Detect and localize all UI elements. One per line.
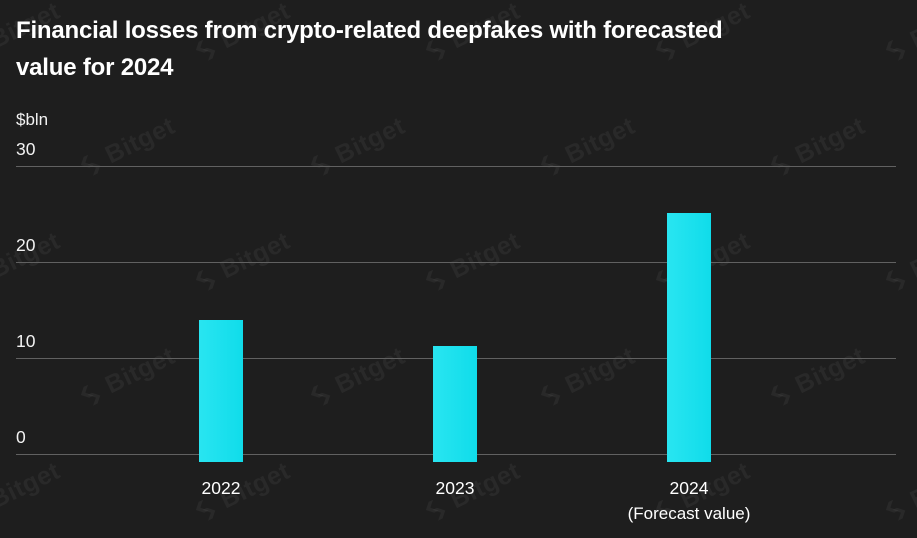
x-tick-year: 2024 [669, 478, 709, 498]
chart-title: Financial losses from crypto-related dee… [16, 17, 723, 81]
bar-2023 [433, 345, 477, 462]
gridline-20 [16, 262, 896, 263]
y-tick-label-10: 10 [16, 331, 36, 351]
x-tick-year: 2022 [201, 478, 241, 498]
y-tick-label-0: 0 [16, 427, 26, 447]
gridline-30 [16, 166, 896, 167]
bar-2024 [667, 213, 711, 462]
bar-2022 [199, 319, 243, 462]
y-axis-unit-label: $bln [16, 110, 49, 129]
x-tick-label-2024: 2024 (Forecast value) [628, 475, 751, 527]
x-tick-label-2022: 2022 [202, 475, 241, 501]
x-tick-label-2023: 2023 [436, 475, 475, 501]
x-tick-sublabel: (Forecast value) [627, 504, 751, 523]
y-tick-label-20: 20 [16, 235, 36, 255]
x-tick-year: 2023 [435, 478, 475, 498]
y-tick-label-30: 30 [16, 139, 36, 159]
